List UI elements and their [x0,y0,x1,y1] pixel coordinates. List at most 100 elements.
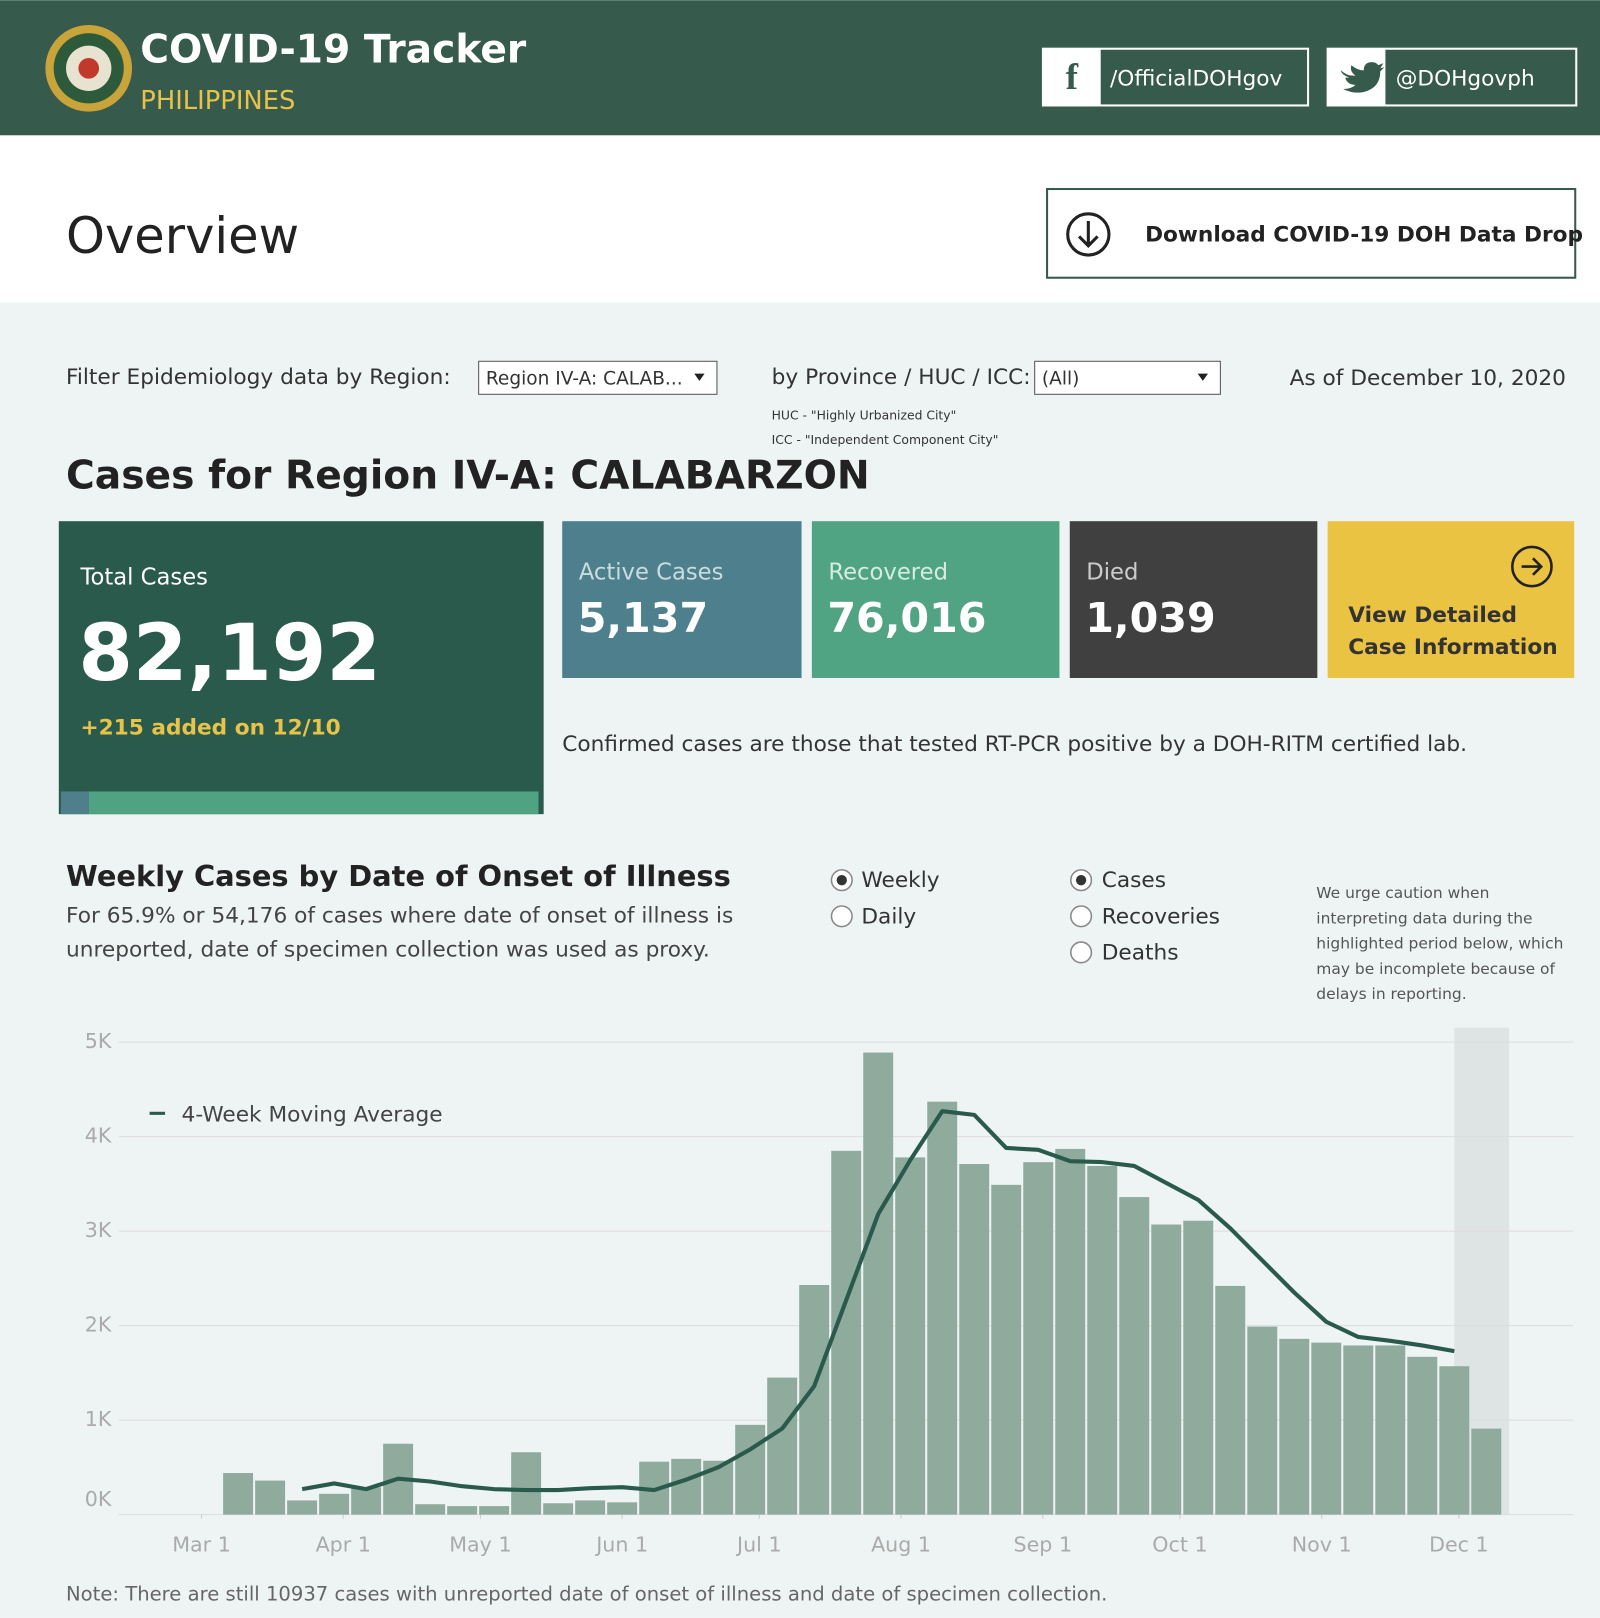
moving-average-line [301,1109,1455,1493]
x-tick-label: May 1 [449,1533,511,1557]
view-line-1[interactable]: View Detailed [1348,603,1517,628]
caution-note: highlighted period below, which [1316,935,1563,953]
as-of-date: As of December 10, 2020 [1290,366,1566,391]
radio-dot[interactable] [1075,875,1087,886]
bar [671,1458,702,1515]
active-label: Active Cases [579,559,724,585]
facebook-link[interactable]: f /OfficialDOHgov [1041,47,1310,107]
y-tick-label: 0K [85,1487,112,1511]
measure-option[interactable]: Deaths [1102,940,1179,965]
bar [607,1502,638,1515]
bar [927,1101,958,1515]
bar [1151,1224,1182,1515]
x-tick-label: Nov 1 [1292,1533,1352,1557]
x-tick-label: Dec 1 [1429,1533,1489,1557]
measure-option[interactable]: Recoveries [1102,904,1220,929]
y-tick-label: 5K [85,1029,112,1053]
region-dropdown-value[interactable]: Region IV-A: CALAB... [486,368,683,389]
bar [895,1157,926,1515]
bar [1087,1165,1118,1515]
bar [1471,1428,1502,1515]
bar [287,1500,318,1515]
total-card [58,521,544,815]
died-card [1069,521,1318,678]
svg-text:f: f [1066,57,1079,98]
bar [511,1452,542,1515]
total-bar-recovered [88,791,539,815]
total-label: Total Cases [79,564,208,590]
x-tick-label: Mar 1 [172,1533,231,1557]
bar [1247,1326,1278,1515]
caution-note: may be incomplete because of [1316,960,1555,978]
bar [255,1480,286,1515]
died-value: 1,039 [1085,594,1215,642]
bar [351,1487,382,1515]
province-filter-label: by Province / HUC / ICC: [772,365,1031,390]
total-value: 82,192 [78,608,381,699]
bar [1375,1345,1406,1515]
bar [415,1504,446,1515]
region-dropdown[interactable]: Region IV-A: CALAB... [478,360,718,395]
download-button[interactable]: Download COVID-19 DOH Data Drop [1046,187,1583,279]
bar [1311,1342,1342,1515]
bar [863,1052,894,1515]
view-line-2[interactable]: Case Information [1348,635,1557,660]
died-label: Died [1086,559,1138,585]
bar [959,1164,990,1515]
bar [1183,1220,1214,1515]
x-tick-label: Oct 1 [1152,1533,1207,1557]
bar [991,1184,1022,1515]
measure-option[interactable]: Cases [1102,868,1166,893]
bar [1023,1162,1054,1515]
period-option[interactable]: Daily [861,904,916,929]
bar [1439,1366,1470,1515]
radio-button[interactable] [1070,905,1093,928]
bar [1343,1345,1374,1515]
bar [735,1424,766,1515]
huc-note: HUC - "Highly Urbanized City" [772,408,957,422]
active-card [562,521,802,678]
download-label[interactable]: Download COVID-19 DOH Data Drop [1145,222,1583,247]
province-dropdown[interactable]: (All) [1034,360,1221,395]
chart-title: Weekly Cases by Date of Onset of Illness [66,859,731,893]
active-value: 5,137 [578,594,708,642]
radio-button[interactable] [1070,941,1093,964]
chart-subtitle: unreported, date of specimen collection … [66,937,710,962]
added-note: +215 added on 12/10 [80,716,340,741]
confirmed-note: Confirmed cases are those that tested RT… [562,732,1467,757]
period-option[interactable]: Weekly [861,868,939,893]
province-dropdown-value[interactable]: (All) [1042,368,1079,389]
legend-label: 4-Week Moving Average [182,1102,443,1127]
recovered-label: Recovered [828,559,948,585]
bar [1215,1285,1246,1515]
bar [223,1473,254,1515]
twitter-link[interactable]: @DOHgovph [1326,47,1578,107]
bar [543,1503,574,1515]
bar [767,1377,798,1515]
region-title: Cases for Region IV-A: CALABARZON [66,453,870,498]
chart-note: Note: There are still 10937 cases with u… [66,1583,1107,1606]
y-tick-label: 3K [85,1218,112,1242]
bar [1055,1148,1086,1515]
radio-dot[interactable] [836,875,847,886]
x-tick-label: Apr 1 [316,1533,371,1557]
header-title: COVID-19 Tracker [140,27,527,72]
chart-subtitle: For 65.9% or 54,176 of cases where date … [66,903,733,928]
y-tick-label: 1K [85,1407,112,1431]
recovered-card [811,521,1060,678]
bar [319,1493,350,1515]
facebook-handle[interactable]: /OfficialDOHgov [1110,67,1282,92]
radio-button[interactable] [830,905,853,928]
recovered-value: 76,016 [827,594,986,642]
bar [479,1506,510,1515]
caution-note: delays in reporting. [1316,985,1466,1003]
y-tick-label: 2K [85,1313,112,1337]
x-tick-label: Jul 1 [735,1533,782,1557]
bar [447,1506,478,1515]
twitter-handle[interactable]: @DOHgovph [1396,67,1535,92]
view-details-card[interactable]: View Detailed Case Information [1327,521,1575,678]
total-bar-active [60,791,89,815]
header-subtitle: PHILIPPINES [140,86,295,116]
